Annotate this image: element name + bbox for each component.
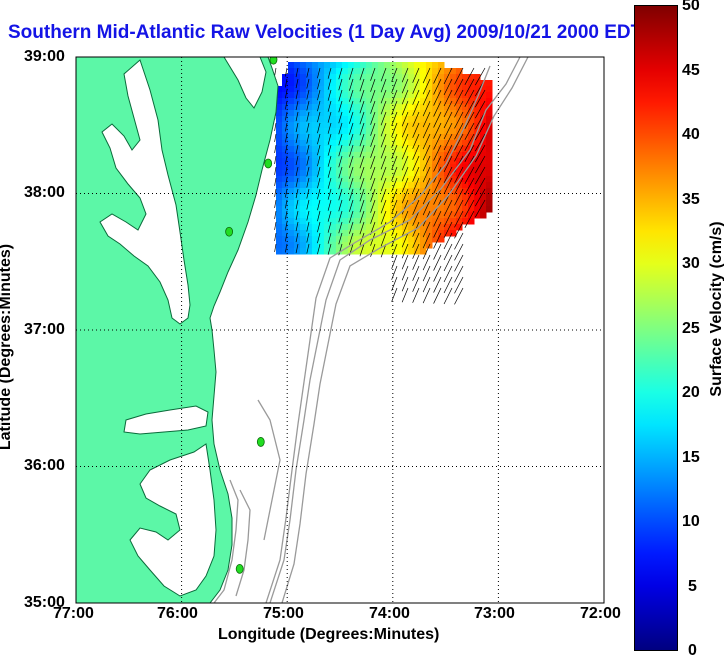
grid-lines: [76, 57, 604, 603]
colorbar-tick-label: 35: [682, 191, 700, 208]
y-tick-label: 38:00: [24, 184, 65, 201]
chesapeake-bay: [99, 59, 191, 325]
station-marker: [235, 563, 244, 574]
colorbar-tick-label: 0: [688, 642, 697, 659]
colorbar-tick-label: 15: [682, 449, 700, 466]
colorbar-label: Surface Velocity (cm/s): [708, 221, 724, 397]
colorbar-tick-label: 45: [682, 62, 700, 79]
pamlico-sound: [129, 443, 217, 597]
station-marker: [256, 437, 265, 447]
y-tick-label: 39:00: [24, 48, 65, 65]
map-title: Southern Mid-Atlantic Raw Velocities (1 …: [8, 22, 634, 43]
colorbar-tick-label: 40: [682, 126, 700, 143]
velocity-field: [274, 62, 493, 305]
station-markers: [225, 57, 278, 574]
y-tick-label: 37:00: [24, 321, 65, 338]
station-marker: [225, 226, 234, 237]
x-tick-label: 75:00: [263, 605, 304, 622]
x-tick-label: 72:00: [580, 605, 621, 622]
colorbar-tick-label: 30: [682, 255, 700, 272]
x-tick-label: 73:00: [474, 605, 515, 622]
y-tick-label: 36:00: [24, 457, 65, 474]
delaware-bay: [223, 57, 267, 109]
station-marker: [269, 57, 278, 65]
colorbar-tick-label: 50: [682, 0, 700, 14]
x-tick-label: 74:00: [369, 605, 410, 622]
station-marker: [264, 158, 273, 169]
y-tick-label: 35:00: [24, 594, 65, 611]
x-tick-label: 77:00: [53, 605, 94, 622]
x-axis-label: Longitude (Degrees:Minutes): [218, 626, 440, 643]
y-axis-label: Latitude (Degrees:Minutes): [0, 243, 14, 451]
albemarle-sound: [123, 405, 209, 435]
colorbar-tick-label: 5: [688, 578, 697, 595]
x-tick-label: 76:00: [157, 605, 198, 622]
colorbar-tick-label: 25: [682, 320, 700, 337]
colorbar-tick-label: 20: [682, 384, 700, 401]
colorbar-tick-label: 10: [682, 513, 700, 530]
bathymetry-contours: [213, 57, 529, 603]
plot-frame: [75, 56, 605, 604]
colorbar: [634, 5, 678, 651]
